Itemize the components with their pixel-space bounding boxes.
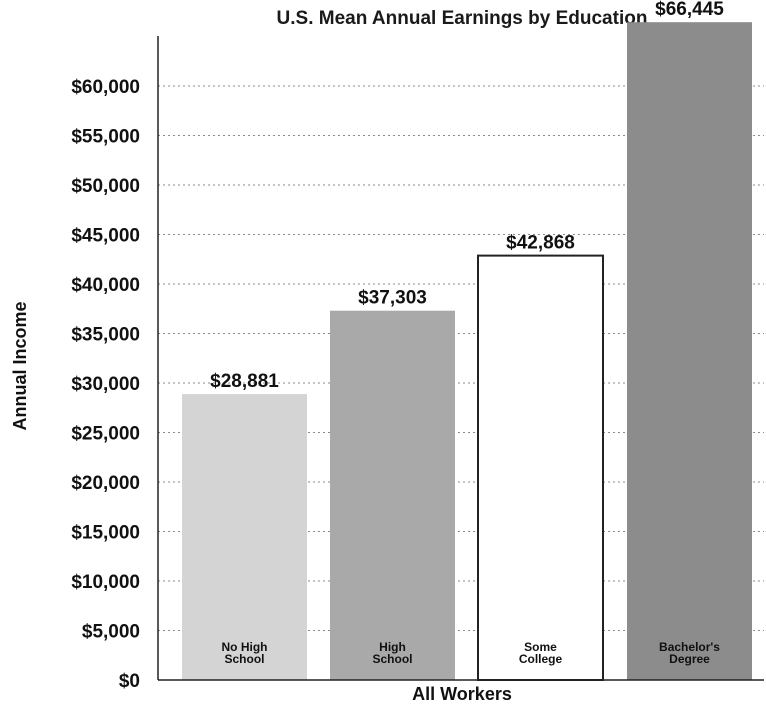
y-tick-label: $5,000 [82,622,140,643]
category-label: Some [524,640,557,654]
y-tick-label: $20,000 [71,473,140,494]
category-label: College [519,652,563,666]
bar-value-label: $37,303 [358,288,427,309]
category-label: Bachelor's [659,640,720,654]
y-tick-label: $0 [119,671,140,692]
y-tick-label: $30,000 [71,374,140,395]
bar-value-label: $66,445 [655,0,724,20]
y-axis-label: Annual Income [10,301,30,430]
category-label: School [372,652,412,666]
bar [330,310,455,680]
y-tick-label: $10,000 [71,572,140,593]
category-label: High [379,640,406,654]
y-tick-label: $35,000 [71,325,140,346]
bar [182,394,307,680]
bar [627,22,752,680]
bar-value-label: $42,868 [506,233,575,254]
y-tick-label: $40,000 [71,275,140,296]
category-label: No High [222,640,268,654]
y-tick-label: $45,000 [71,226,140,247]
bar [477,254,604,681]
chart-title: U.S. Mean Annual Earnings by Education [277,8,648,29]
y-tick-label: $50,000 [71,176,140,197]
y-tick-label: $25,000 [71,424,140,445]
y-tick-label: $60,000 [71,77,140,98]
x-axis-label: All Workers [412,684,512,704]
bar-value-label: $28,881 [210,371,279,392]
y-tick-label: $55,000 [71,127,140,148]
category-label: Degree [669,652,710,666]
category-label: School [224,652,264,666]
y-tick-label: $15,000 [71,523,140,544]
y-axis-ticks: $0 $5,000 $10,000 $15,000 $20,000 $25,000 $30,… [71,77,140,692]
